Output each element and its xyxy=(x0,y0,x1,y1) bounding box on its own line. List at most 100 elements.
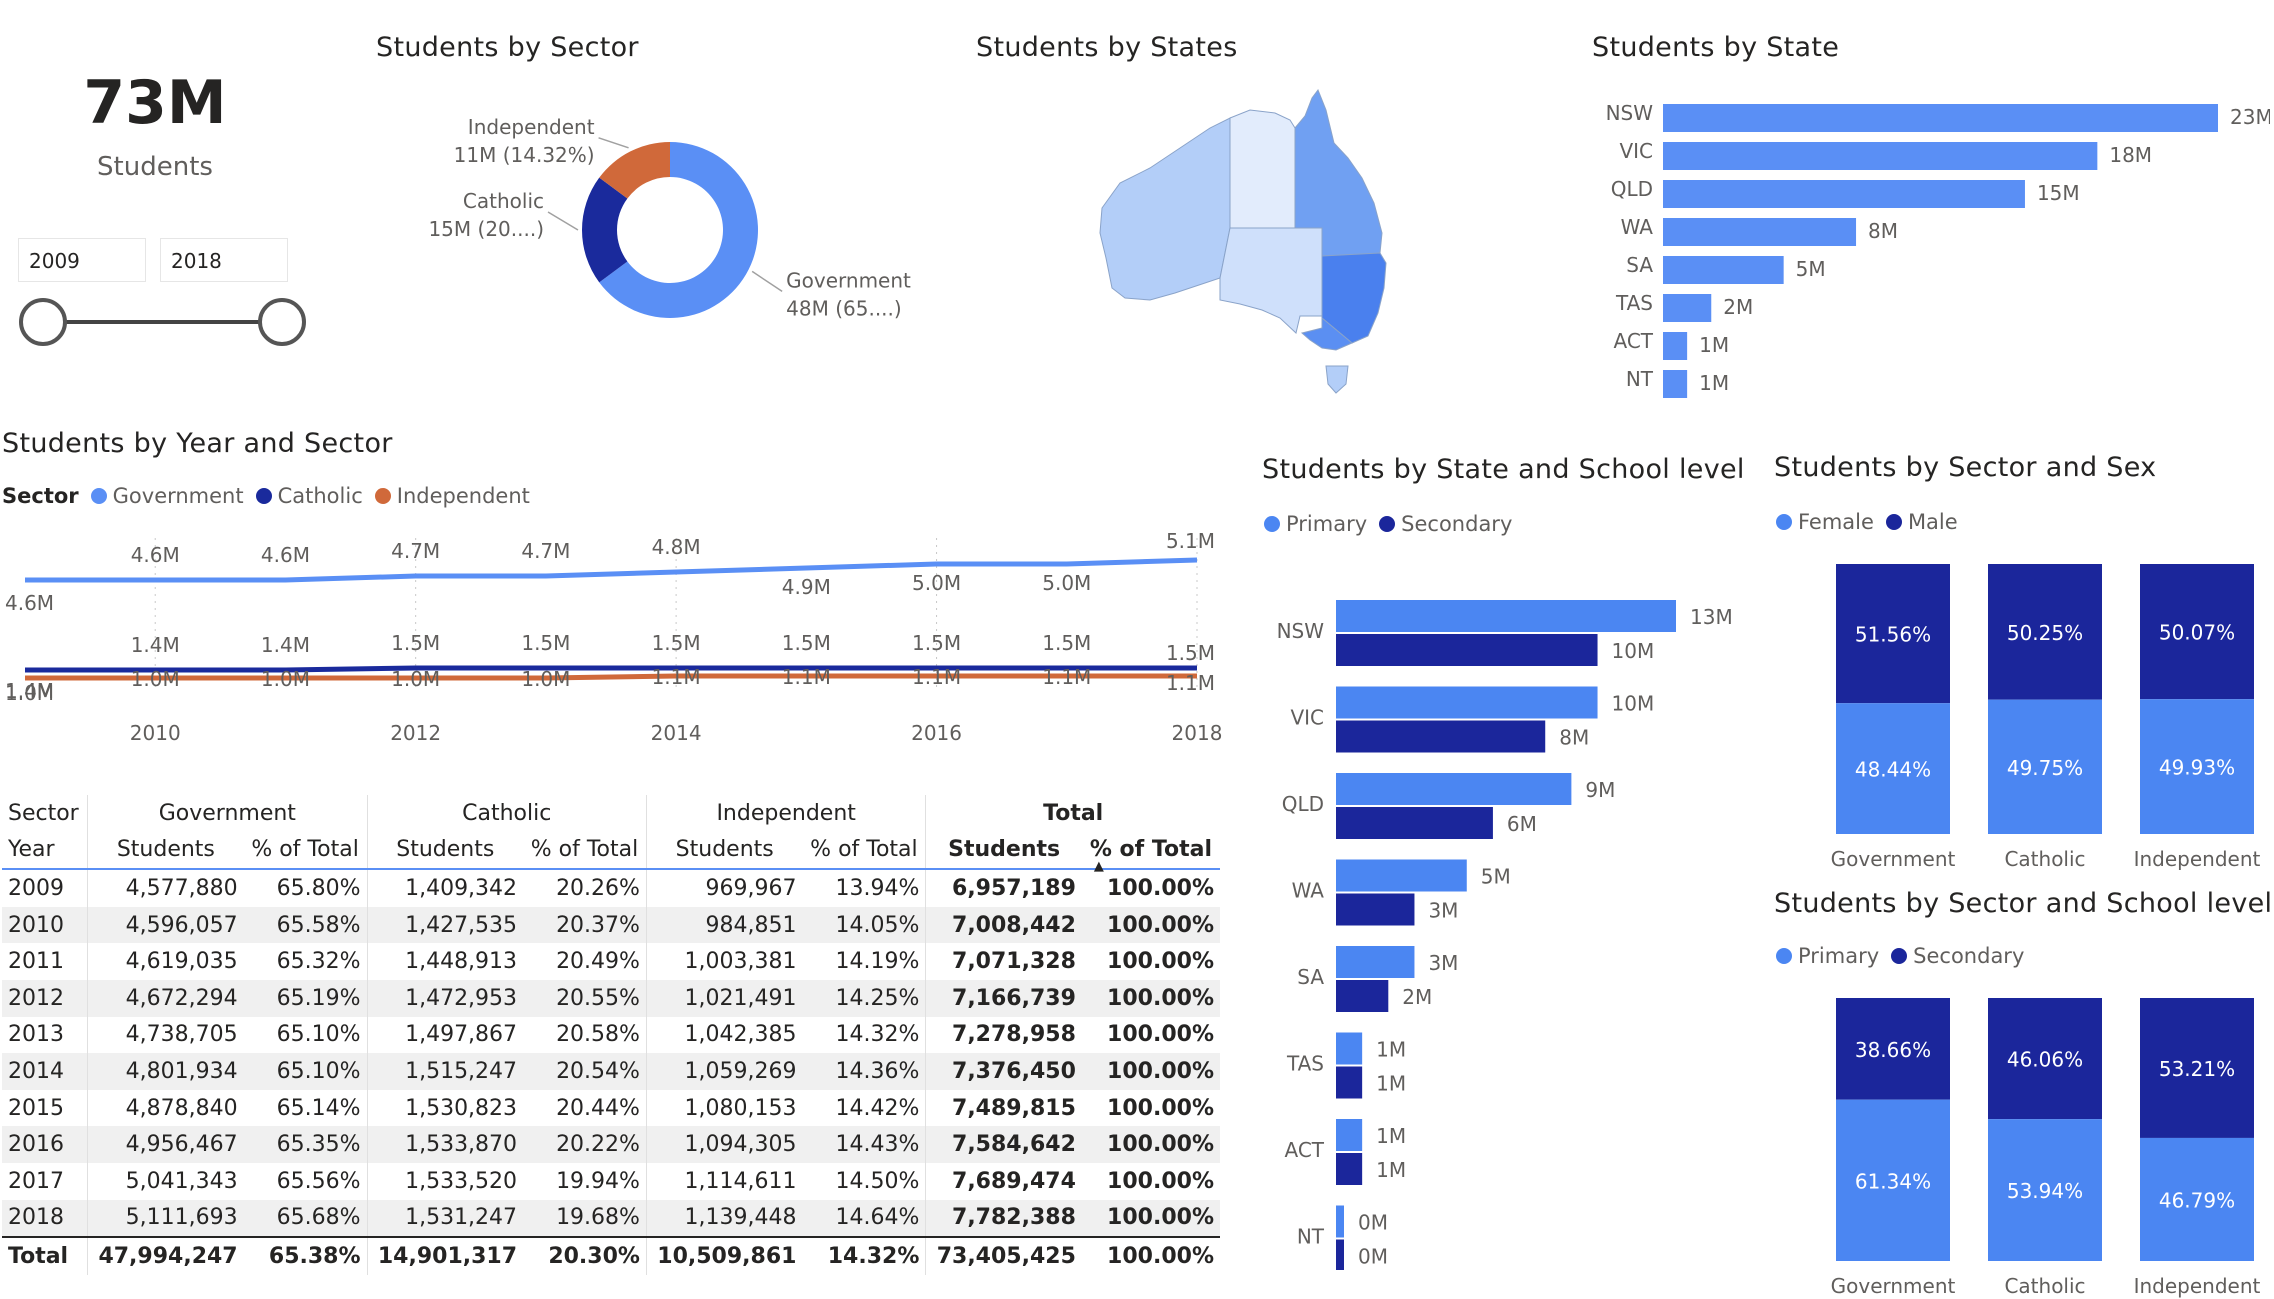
matrix-col-header[interactable]: % of Total xyxy=(523,831,647,870)
table-cell: 1,021,491 xyxy=(646,979,803,1017)
legend-male[interactable]: Male xyxy=(1907,510,1958,534)
legend-government[interactable]: Government xyxy=(112,484,244,508)
table-cell: 14.05% xyxy=(802,906,927,944)
state-level-bar-secondary xyxy=(1336,1153,1363,1185)
state-bar xyxy=(1663,218,1857,246)
slicer-start-input[interactable]: 2009 xyxy=(18,238,146,282)
table-row-year: 2015 xyxy=(2,1089,89,1127)
table-row[interactable]: 2011 4,619,035 65.32% 1,448,913 20.49% 1,003,… xyxy=(2,943,1220,980)
line-x-tick-label: 2010 xyxy=(130,721,181,745)
state-level-bar-label: 1M xyxy=(1376,1038,1406,1062)
slicer-end-input[interactable]: 2018 xyxy=(160,238,288,282)
state-level-bar-label: 1M xyxy=(1376,1072,1406,1096)
map-region-sa[interactable] xyxy=(1219,227,1323,334)
map-region-nt[interactable] xyxy=(1229,109,1296,229)
slider-start-handle[interactable] xyxy=(19,298,67,346)
table-row[interactable]: 2012 4,672,294 65.19% 1,472,953 20.55% 1,021,… xyxy=(2,979,1220,1017)
matrix-col-header[interactable]: % of Total xyxy=(243,831,368,870)
state-axis-label: QLD xyxy=(1611,177,1653,201)
matrix-col-header[interactable]: % of Total xyxy=(802,831,927,870)
stacked-bar-bottom xyxy=(1988,699,2102,834)
table-cell: 100.00% xyxy=(1081,1199,1220,1238)
state-level-bar-label: 8M xyxy=(1559,726,1589,750)
line-data-label: 1.5M xyxy=(1042,631,1091,655)
table-row[interactable]: 2013 4,738,705 65.10% 1,497,867 20.58% 1,042,… xyxy=(2,1016,1220,1054)
table-row[interactable]: 2010 4,596,057 65.58% 1,427,535 20.37% 984,85… xyxy=(2,906,1220,944)
legend-secondary[interactable]: Secondary xyxy=(1913,944,2025,968)
matrix-col-header-sorted[interactable]: % of Total ▲ xyxy=(1082,832,1220,874)
legend-primary[interactable]: Primary xyxy=(1798,944,1880,968)
legend-secondary[interactable]: Secondary xyxy=(1401,512,1513,536)
table-row[interactable]: 2015 4,878,840 65.14% 1,530,823 20.44% 1,080,… xyxy=(2,1089,1220,1127)
table-total-cell: 100.00% xyxy=(1107,1243,1214,1269)
line-data-label: 4.8M xyxy=(652,535,701,559)
stacked-bar-label: 50.25% xyxy=(2007,621,2083,645)
state-level-axis-label: VIC xyxy=(1290,706,1324,730)
state-level-bar-secondary xyxy=(1336,634,1598,666)
table-cell: 20.22% xyxy=(523,1126,647,1163)
state-level-bar-secondary xyxy=(1336,1239,1344,1270)
state-bar xyxy=(1663,332,1688,360)
matrix-col-header[interactable]: Students xyxy=(116,837,215,863)
matrix-col-header[interactable]: Students xyxy=(396,837,495,863)
matrix-col-header[interactable]: Students xyxy=(948,837,1061,863)
line-data-label: 1.4M xyxy=(5,679,54,703)
table-cell: 20.54% xyxy=(523,1053,647,1090)
stacked-bar-bottom xyxy=(1988,1119,2102,1261)
table-row[interactable]: 2016 4,956,467 65.35% 1,533,870 20.22% 1,094,… xyxy=(2,1126,1220,1163)
slider-end-handle[interactable] xyxy=(258,298,306,346)
map-region-vic[interactable] xyxy=(1300,316,1353,351)
state-level-bar-label: 1M xyxy=(1376,1124,1406,1148)
sector-sex-legend: Female Male xyxy=(1776,510,1958,534)
table-cell: 19.94% xyxy=(523,1162,647,1200)
table-cell: 13.94% xyxy=(802,869,927,907)
table-cell: 5,041,343 xyxy=(125,1168,238,1194)
table-row[interactable]: 2009 4,577,880 65.80% 1,409,342 20.26% 969,96… xyxy=(2,869,1220,907)
stacked-bar-label: 51.56% xyxy=(1855,623,1931,647)
legend-female[interactable]: Female xyxy=(1798,510,1874,534)
donut-leader-line xyxy=(547,211,579,231)
matrix-header-year: Year xyxy=(2,831,89,870)
table-row[interactable]: 2014 4,801,934 65.10% 1,515,247 20.54% 1,059,… xyxy=(2,1053,1220,1090)
table-cell: 14.36% xyxy=(802,1053,927,1090)
state-level-bar-primary xyxy=(1336,600,1676,632)
state-level-bar-label: 0M xyxy=(1358,1211,1388,1235)
table-total-cell: Total xyxy=(2,1237,89,1275)
line-series-catholic xyxy=(25,665,1197,673)
line-data-label: 4.9M xyxy=(782,575,831,599)
state-bar-label: 8M xyxy=(1868,219,1898,243)
legend-primary[interactable]: Primary xyxy=(1286,512,1368,536)
legend-independent-dot xyxy=(374,488,391,504)
line-data-label: 4.6M xyxy=(261,543,310,567)
line-series-government xyxy=(25,557,1198,583)
donut-slice-label: Government xyxy=(786,268,911,292)
legend-catholic[interactable]: Catholic xyxy=(277,484,363,508)
matrix-col-header[interactable]: Students xyxy=(675,837,774,863)
year-sector-chart-title: Students by Year and Sector xyxy=(2,428,393,459)
year-range-slider[interactable] xyxy=(14,292,314,354)
stacked-bar-label: 61.34% xyxy=(1855,1169,1931,1193)
line-data-label: 1.1M xyxy=(912,665,961,689)
line-x-tick-label: 2016 xyxy=(911,721,962,745)
table-cell: 65.10% xyxy=(243,1016,368,1054)
table-row[interactable]: 2018 5,111,693 65.68% 1,531,247 19.68% 1,139,… xyxy=(2,1199,1220,1238)
map-region-wa[interactable] xyxy=(1099,117,1231,301)
table-cell: 1,139,448 xyxy=(646,1199,803,1238)
table-row-year: 2013 xyxy=(2,1016,89,1054)
table-row-year: 2017 xyxy=(2,1162,89,1200)
table-cell: 65.14% xyxy=(243,1089,368,1127)
table-row[interactable]: 2017 5,041,343 65.56% 1,533,520 19.94% 1,114,… xyxy=(2,1162,1220,1200)
line-data-label: 4.6M xyxy=(131,543,180,567)
donut-slice-label: Catholic xyxy=(463,189,544,213)
table-cell: 4,801,934 xyxy=(87,1053,244,1090)
sort-ascending-icon[interactable]: ▲ xyxy=(1093,859,1104,875)
line-data-label: 1.0M xyxy=(391,667,440,691)
legend-independent[interactable]: Independent xyxy=(396,484,530,508)
state-level-bar-label: 9M xyxy=(1585,778,1615,802)
table-cell: 19.68% xyxy=(523,1199,647,1238)
state-bar-label: 1M xyxy=(1699,333,1729,357)
map-region-tas[interactable] xyxy=(1325,365,1349,394)
table-cell: 14.32% xyxy=(802,1016,927,1054)
line-x-tick-label: 2012 xyxy=(390,721,441,745)
legend-female-dot xyxy=(1776,514,1792,530)
